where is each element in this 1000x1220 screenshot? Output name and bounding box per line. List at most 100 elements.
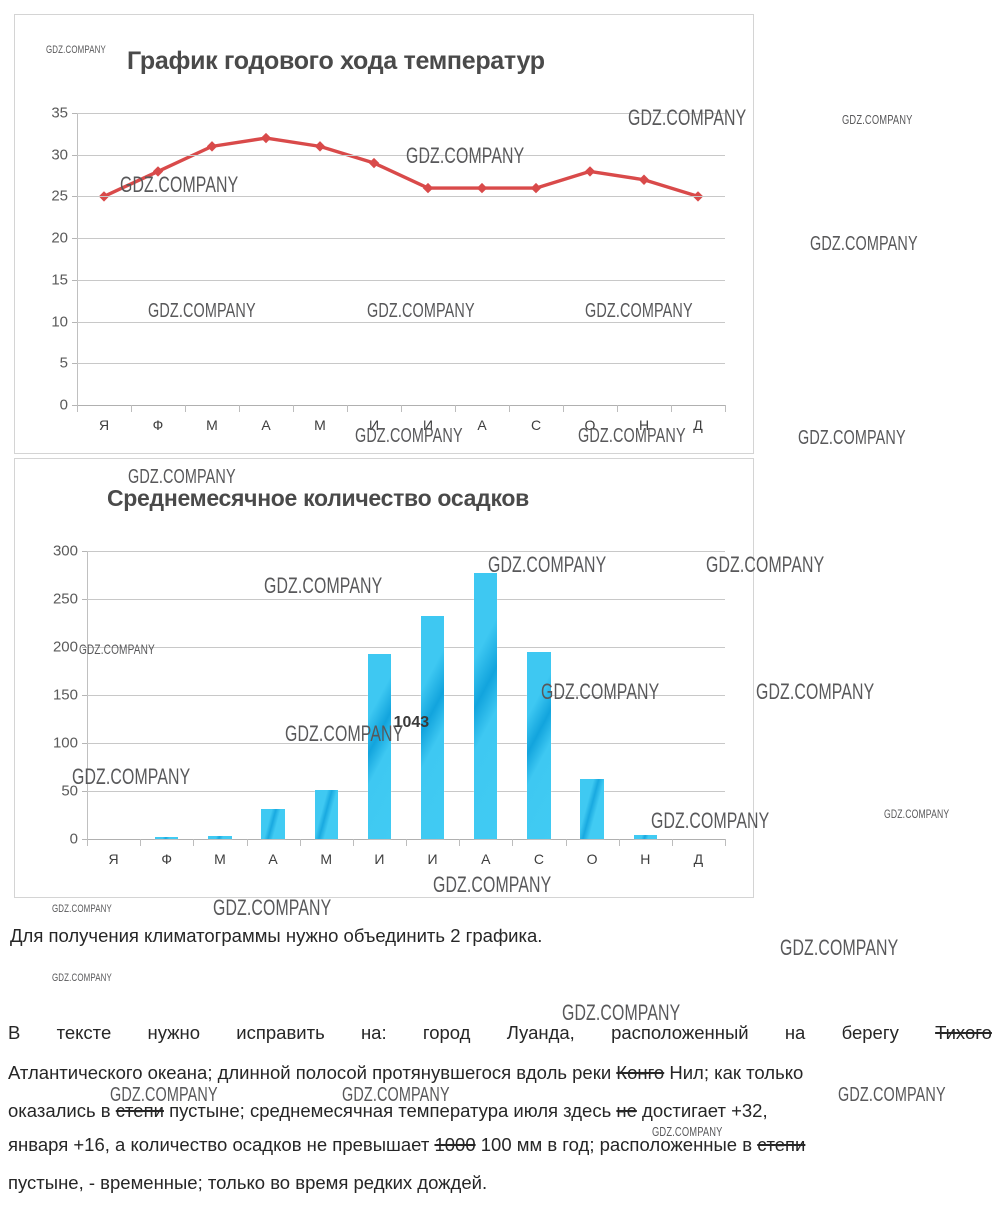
precipitation-chart-title: Среднемесячное количество осадков	[107, 485, 529, 511]
y-axis-tick-label: 300	[52, 542, 78, 560]
y-axis-tick-mark	[72, 405, 77, 406]
watermark: GDZ.COMPANY	[213, 895, 332, 920]
paragraph-text: оказались в	[8, 1100, 116, 1121]
x-axis-tick-label: С	[533, 851, 544, 867]
y-axis-tick-mark	[82, 647, 87, 648]
paragraph-text: достигает +32,	[636, 1100, 768, 1121]
y-axis-tick-label: 35	[51, 104, 68, 122]
x-axis-tick-label: Ф	[152, 417, 164, 433]
y-axis-tick-mark	[82, 551, 87, 552]
data-point-marker	[260, 132, 272, 144]
x-axis-ticks	[87, 839, 726, 846]
paragraph-text: января +16, а количество осадков не прев…	[8, 1134, 435, 1155]
paragraph-text: пустыне; среднемесячная температура июля…	[163, 1100, 617, 1121]
y-axis-tick-mark	[72, 363, 77, 365]
paragraph-line: пустыне, - временные; только во время ре…	[8, 1172, 992, 1196]
struck-through-word: Конго	[616, 1062, 665, 1083]
x-axis-tick-label: О	[586, 851, 598, 867]
x-axis-tick-label: Н	[638, 417, 650, 433]
paragraph-text: на	[784, 1022, 806, 1043]
y-axis-tick-mark	[72, 279, 77, 281]
bar	[314, 790, 338, 839]
y-axis-tick-mark	[82, 791, 87, 792]
watermark: GDZ.COMPANY	[810, 233, 918, 255]
x-axis-tick-label: О	[584, 417, 596, 433]
bar	[420, 616, 445, 839]
y-axis-tick-label: 200	[52, 638, 78, 656]
x-axis-tick-label: И	[374, 851, 385, 867]
x-axis-tick-label: И	[422, 417, 434, 433]
x-axis-tick-label: А	[481, 851, 491, 867]
struck-through-word: 1000	[434, 1134, 476, 1155]
paragraph-text: берегу	[841, 1022, 899, 1043]
data-point-marker	[638, 174, 650, 185]
precipitation-plot-area: 0 50 100 150 200 250 300 Я Ф М А М И И А С О Н Д 1043	[53, 543, 726, 867]
x-axis-ticks	[77, 405, 726, 412]
paragraph-text: город	[422, 1022, 471, 1043]
y-axis-tick-mark	[72, 321, 77, 323]
y-axis-tick-mark	[82, 839, 87, 840]
gridline	[87, 647, 725, 648]
gridline	[77, 363, 725, 365]
y-axis-tick-mark	[72, 154, 77, 156]
paragraph-line: Атлантического океана; длинной полосой п…	[8, 1062, 992, 1086]
x-axis-tick-label: М	[206, 417, 218, 433]
paragraph-text: Атлантического океана; длинной полосой п…	[8, 1062, 617, 1083]
paragraph-text: тексте	[56, 1022, 112, 1043]
bar	[261, 809, 285, 839]
paragraph-text: Нил; как только	[664, 1062, 804, 1083]
struck-through-word: Тихого	[935, 1022, 992, 1043]
struck-through-word: степи	[757, 1134, 806, 1155]
bar	[367, 653, 392, 839]
x-axis-tick-label: А	[268, 851, 278, 867]
data-point-marker	[584, 166, 596, 177]
y-axis-tick-label: 10	[51, 313, 68, 331]
y-axis-tick-label: 0	[69, 830, 78, 848]
watermark: GDZ.COMPANY	[756, 679, 875, 704]
data-point-marker	[206, 141, 218, 152]
gridline	[87, 551, 725, 552]
paragraph-line: января +16, а количество осадков не прев…	[8, 1134, 992, 1158]
x-axis-tick-label: М	[314, 417, 326, 433]
data-point-marker	[422, 182, 434, 194]
data-point-marker	[476, 182, 488, 194]
x-axis-tick-label: С	[530, 417, 542, 433]
temperature-chart-title: График годового хода температур	[127, 47, 545, 75]
y-axis-tick-label: 250	[52, 590, 78, 608]
gridline	[77, 321, 725, 323]
bar	[208, 836, 232, 839]
y-axis-tick-label: 25	[51, 187, 68, 205]
y-axis-tick-mark	[72, 113, 77, 114]
y-axis-tick-mark	[72, 238, 77, 240]
y-axis-tick-label: 50	[61, 782, 78, 800]
precipitation-chart-card: Среднемесячное количество осадков 0 50 100…	[14, 458, 754, 898]
data-point-marker	[152, 166, 164, 177]
gridline	[87, 599, 725, 600]
watermark: GDZ.COMPANY	[842, 112, 913, 127]
paragraph-text: Луанда,	[506, 1022, 575, 1043]
x-axis-tick-label: Н	[640, 851, 651, 867]
paragraph-text: расположенный	[611, 1022, 749, 1043]
watermark: GDZ.COMPANY	[798, 427, 906, 449]
gridline	[87, 791, 725, 792]
gridline	[77, 113, 725, 114]
x-axis-tick-label: М	[320, 851, 333, 867]
y-axis-tick-label: 20	[51, 229, 68, 247]
gridline	[77, 154, 725, 156]
bar-value-label: 1043	[393, 713, 430, 731]
paragraph-text: В	[8, 1022, 21, 1043]
y-axis-tick-mark	[82, 695, 87, 696]
bar	[580, 779, 604, 839]
bar	[474, 573, 498, 839]
paragraph-text: пустыне, - временные; только во время ре…	[8, 1172, 488, 1193]
y-axis-tick-label: 15	[51, 271, 68, 289]
x-axis-tick-label: И	[427, 851, 438, 867]
x-axis-tick-label: Д	[693, 417, 703, 433]
bar	[633, 835, 657, 839]
struck-through-word: не	[616, 1100, 637, 1121]
gridline	[87, 695, 725, 696]
x-axis-tick-label: М	[214, 851, 226, 867]
